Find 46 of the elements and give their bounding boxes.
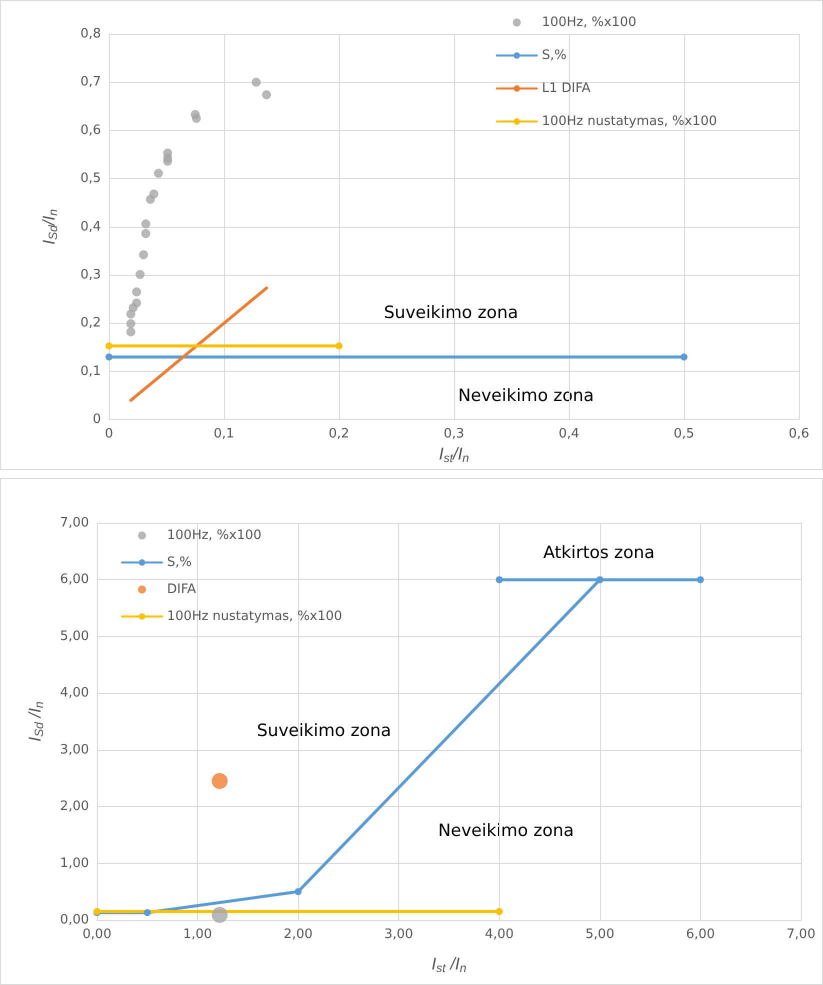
- y-tick-label: 5,00: [60, 628, 89, 644]
- y-tick-label: 2,00: [60, 799, 89, 814]
- x-tick-label: 0,6: [788, 426, 810, 442]
- y-tick-label: 0,2: [80, 316, 101, 331]
- annotation: Suveikimo zona: [384, 303, 518, 323]
- x-tick-label: 0: [104, 426, 114, 442]
- x-tick-label: 0,2: [328, 426, 350, 442]
- x-tick-label: 0,5: [674, 426, 694, 442]
- legend-label: 100Hz nustatymas, %x100: [542, 114, 718, 129]
- x-tick-label: 3,00: [384, 927, 414, 942]
- y-tick-label: 4,00: [60, 686, 89, 701]
- annotation: Suveikimo zona: [256, 721, 392, 741]
- x-tick-label: 7,00: [786, 927, 816, 942]
- y-tick-label: 0,1: [80, 364, 101, 379]
- x-tick-label: 0,1: [214, 426, 234, 442]
- annotation: Atkirtos zona: [543, 543, 655, 563]
- y-axis-title: ISd /In: [26, 701, 46, 742]
- x-tick-label: 2,00: [284, 927, 313, 942]
- y-tick-label: 0,5: [80, 171, 101, 186]
- y-tick-label: 0,7: [80, 74, 101, 90]
- y-tick-label: 1,00: [60, 856, 89, 871]
- y-axis-title: ISd/In: [40, 208, 60, 245]
- x-tick-label: 6,00: [686, 927, 715, 942]
- annotation: Neveikimo zona: [458, 386, 594, 406]
- x-tick-label: 0,4: [558, 426, 580, 442]
- y-tick-label: 0: [92, 412, 101, 428]
- legend-label: S,%: [542, 48, 567, 63]
- y-tick-label: 0,00: [60, 912, 89, 928]
- y-tick-label: 0,6: [80, 122, 101, 138]
- x-tick-label: 1,00: [183, 927, 212, 942]
- y-tick-label: 0,8: [80, 26, 101, 42]
- legend-label: 100Hz, %x100: [167, 528, 262, 543]
- legend-label: L1 DIFA: [542, 81, 591, 96]
- x-tick-label: 4,00: [484, 927, 514, 942]
- y-tick-label: 7,00: [60, 516, 89, 530]
- y-tick-label: 0,3: [80, 268, 101, 282]
- legend-label: 100Hz, %x100: [542, 15, 636, 30]
- x-tick-label: 5,00: [585, 927, 614, 942]
- annotation: Neveikimo zona: [438, 821, 574, 841]
- x-tick-label: 0,3: [444, 426, 464, 442]
- y-tick-label: 6,00: [60, 572, 89, 588]
- y-tick-label: 3,00: [60, 742, 89, 758]
- legend-label: S,%: [167, 555, 192, 570]
- y-tick-label: 0,4: [80, 219, 101, 234]
- legend-label: DIFA: [167, 582, 196, 597]
- legend-label: 100Hz nustatymas, %x100: [167, 609, 342, 624]
